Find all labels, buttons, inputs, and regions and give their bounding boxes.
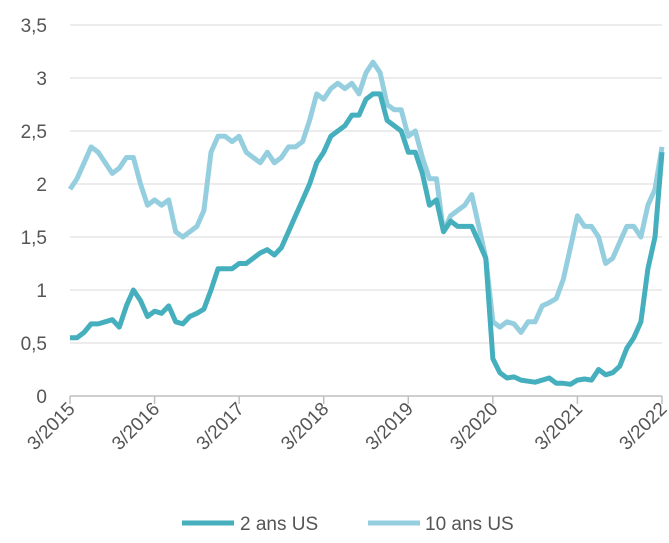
x-tick-label: 3/2018: [277, 399, 333, 455]
y-tick-label: 1: [36, 281, 47, 302]
y-tick-label: 0,5: [21, 334, 47, 355]
x-tick-label: 3/2019: [362, 399, 418, 455]
line-series: [67, 59, 665, 335]
x-tick-label: 3/2015: [24, 399, 80, 455]
x-tick-label: 3/2022: [616, 399, 669, 455]
x-tick-label: 3/2017: [193, 399, 249, 455]
y-tick-label: 0: [36, 387, 47, 408]
y-tick-label: 3,5: [21, 16, 47, 37]
legend-label: 2 ans US: [240, 514, 318, 535]
y-tick-label: 1,5: [21, 228, 47, 249]
x-tick-label: 3/2021: [531, 399, 587, 455]
legend-label: 10 ans US: [425, 514, 514, 535]
y-tick-label: 3: [36, 69, 47, 90]
x-tick-label: 3/2016: [108, 399, 164, 455]
x-tick-label: 3/2020: [446, 399, 502, 455]
y-tick-label: 2: [36, 175, 47, 196]
line-series: [70, 91, 665, 387]
y-tick-label: 2,5: [21, 122, 47, 143]
